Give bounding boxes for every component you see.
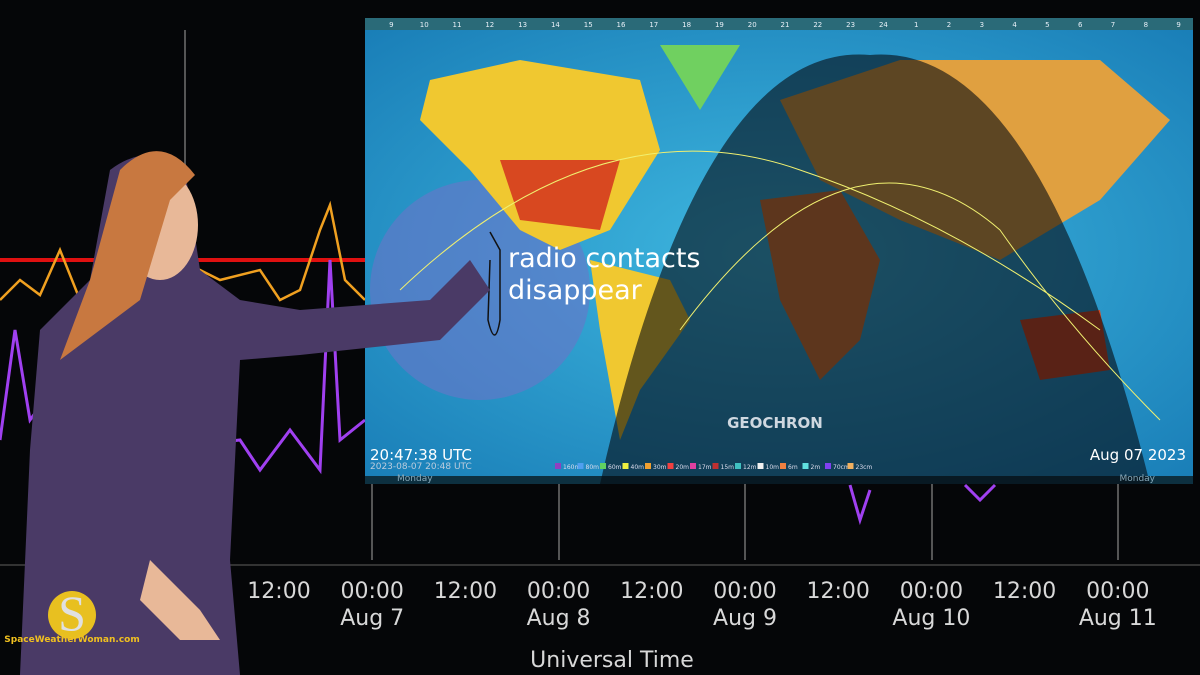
hour-label: 9 xyxy=(1176,21,1180,29)
band-swatch xyxy=(802,463,809,469)
band-label: 40m xyxy=(631,464,645,471)
band-label: 160m xyxy=(563,464,580,471)
band-swatch xyxy=(735,463,741,469)
date-tick-label: Aug 9 xyxy=(713,606,777,631)
date-tick-label: Aug 11 xyxy=(1079,606,1157,631)
date-tick-label: Aug 7 xyxy=(340,606,404,631)
band-label: 12m xyxy=(743,464,757,471)
hour-label: 2 xyxy=(947,21,951,29)
time-tick-label: 00:00 xyxy=(713,579,776,604)
hour-label: 15 xyxy=(584,21,593,29)
time-tick-label: 12:00 xyxy=(620,579,683,604)
time-tick-label: 00:00 xyxy=(340,579,403,604)
time-tick-label: 12:00 xyxy=(247,579,310,604)
hour-label: 4 xyxy=(1012,21,1017,29)
band-label: 10m xyxy=(766,464,780,471)
band-swatch xyxy=(757,463,764,469)
presenter xyxy=(20,151,490,675)
day-label: Monday xyxy=(1119,474,1155,484)
hour-label: 16 xyxy=(617,21,626,29)
greenland xyxy=(660,45,740,110)
hour-label: 10 xyxy=(420,21,429,29)
band-swatch xyxy=(847,463,854,469)
time-tick-label: 00:00 xyxy=(900,579,963,604)
hour-label: 1 xyxy=(914,21,918,29)
band-swatch xyxy=(825,463,831,469)
hour-bar xyxy=(365,18,1193,30)
time-tick-label: 00:00 xyxy=(527,579,590,604)
band-swatch xyxy=(690,463,696,469)
hour-label: 13 xyxy=(518,21,527,29)
axis-title: Universal Time xyxy=(530,648,694,673)
hour-label: 24 xyxy=(879,21,888,29)
utc-clock: 20:47:38 UTC xyxy=(370,446,472,464)
hour-label: 11 xyxy=(453,21,462,29)
hour-label: 12 xyxy=(485,21,494,29)
hour-label: 23 xyxy=(846,21,855,29)
band-label: 6m xyxy=(788,464,798,471)
logo-text: SpaceWeatherWoman.com xyxy=(4,635,139,645)
logo: S SpaceWeatherWoman.com xyxy=(4,585,139,645)
band-label: 17m xyxy=(698,464,712,471)
night-shadow xyxy=(600,54,1150,484)
date-tick-label: Aug 8 xyxy=(527,606,591,631)
band-swatch xyxy=(577,463,584,469)
satellite-track xyxy=(487,231,501,336)
hour-label: 8 xyxy=(1144,21,1148,29)
band-swatch xyxy=(645,463,651,469)
band-label: 80m xyxy=(586,464,600,471)
band-swatch xyxy=(600,463,606,469)
band-swatch xyxy=(712,463,719,469)
time-tick-label: 12:00 xyxy=(993,579,1056,604)
hour-label: 9 xyxy=(389,21,393,29)
band-label: 20m xyxy=(676,464,690,471)
band-swatch xyxy=(780,463,786,469)
purple-trace xyxy=(0,259,997,526)
brand: GEOCHRON xyxy=(727,414,823,432)
band-label: 60m xyxy=(608,464,622,471)
band-label: 2m xyxy=(811,464,821,471)
hour-label: 21 xyxy=(781,21,790,29)
hour-label: 6 xyxy=(1078,21,1083,29)
hour-label: 5 xyxy=(1045,21,1049,29)
hour-label: 22 xyxy=(813,21,822,29)
map-date: Aug 07 2023 xyxy=(1090,446,1186,464)
band-swatch xyxy=(555,463,561,469)
hour-label: 17 xyxy=(649,21,658,29)
time-tick-label: 12:00 xyxy=(806,579,869,604)
hour-label: 14 xyxy=(551,21,560,29)
band-label: 23cm xyxy=(856,464,873,471)
map-panel: GEOCHRON radio contacts disappear 20:47:… xyxy=(365,18,1193,484)
hour-label: 3 xyxy=(980,21,984,29)
svg-text:S: S xyxy=(58,585,86,641)
annotation: disappear xyxy=(508,275,643,306)
band-label: 15m xyxy=(721,464,735,471)
hour-label: 19 xyxy=(715,21,724,29)
band-label: 70cm xyxy=(833,464,850,471)
timestamp: 2023-08-07 20:48 UTC xyxy=(370,462,472,472)
time-tick-label: 00:00 xyxy=(1086,579,1149,604)
band-swatch xyxy=(622,463,629,469)
band-swatch xyxy=(667,463,674,469)
band-label: 30m xyxy=(653,464,667,471)
date-tick-label: Aug 10 xyxy=(892,606,970,631)
time-tick-label: 12:00 xyxy=(434,579,497,604)
annotation: radio contacts xyxy=(508,243,701,274)
hour-label: 7 xyxy=(1111,21,1115,29)
day-label: Monday xyxy=(397,474,433,484)
hour-label: 18 xyxy=(682,21,691,29)
usa xyxy=(500,160,620,230)
contact-lines xyxy=(399,150,1161,421)
hour-label: 20 xyxy=(748,21,757,29)
